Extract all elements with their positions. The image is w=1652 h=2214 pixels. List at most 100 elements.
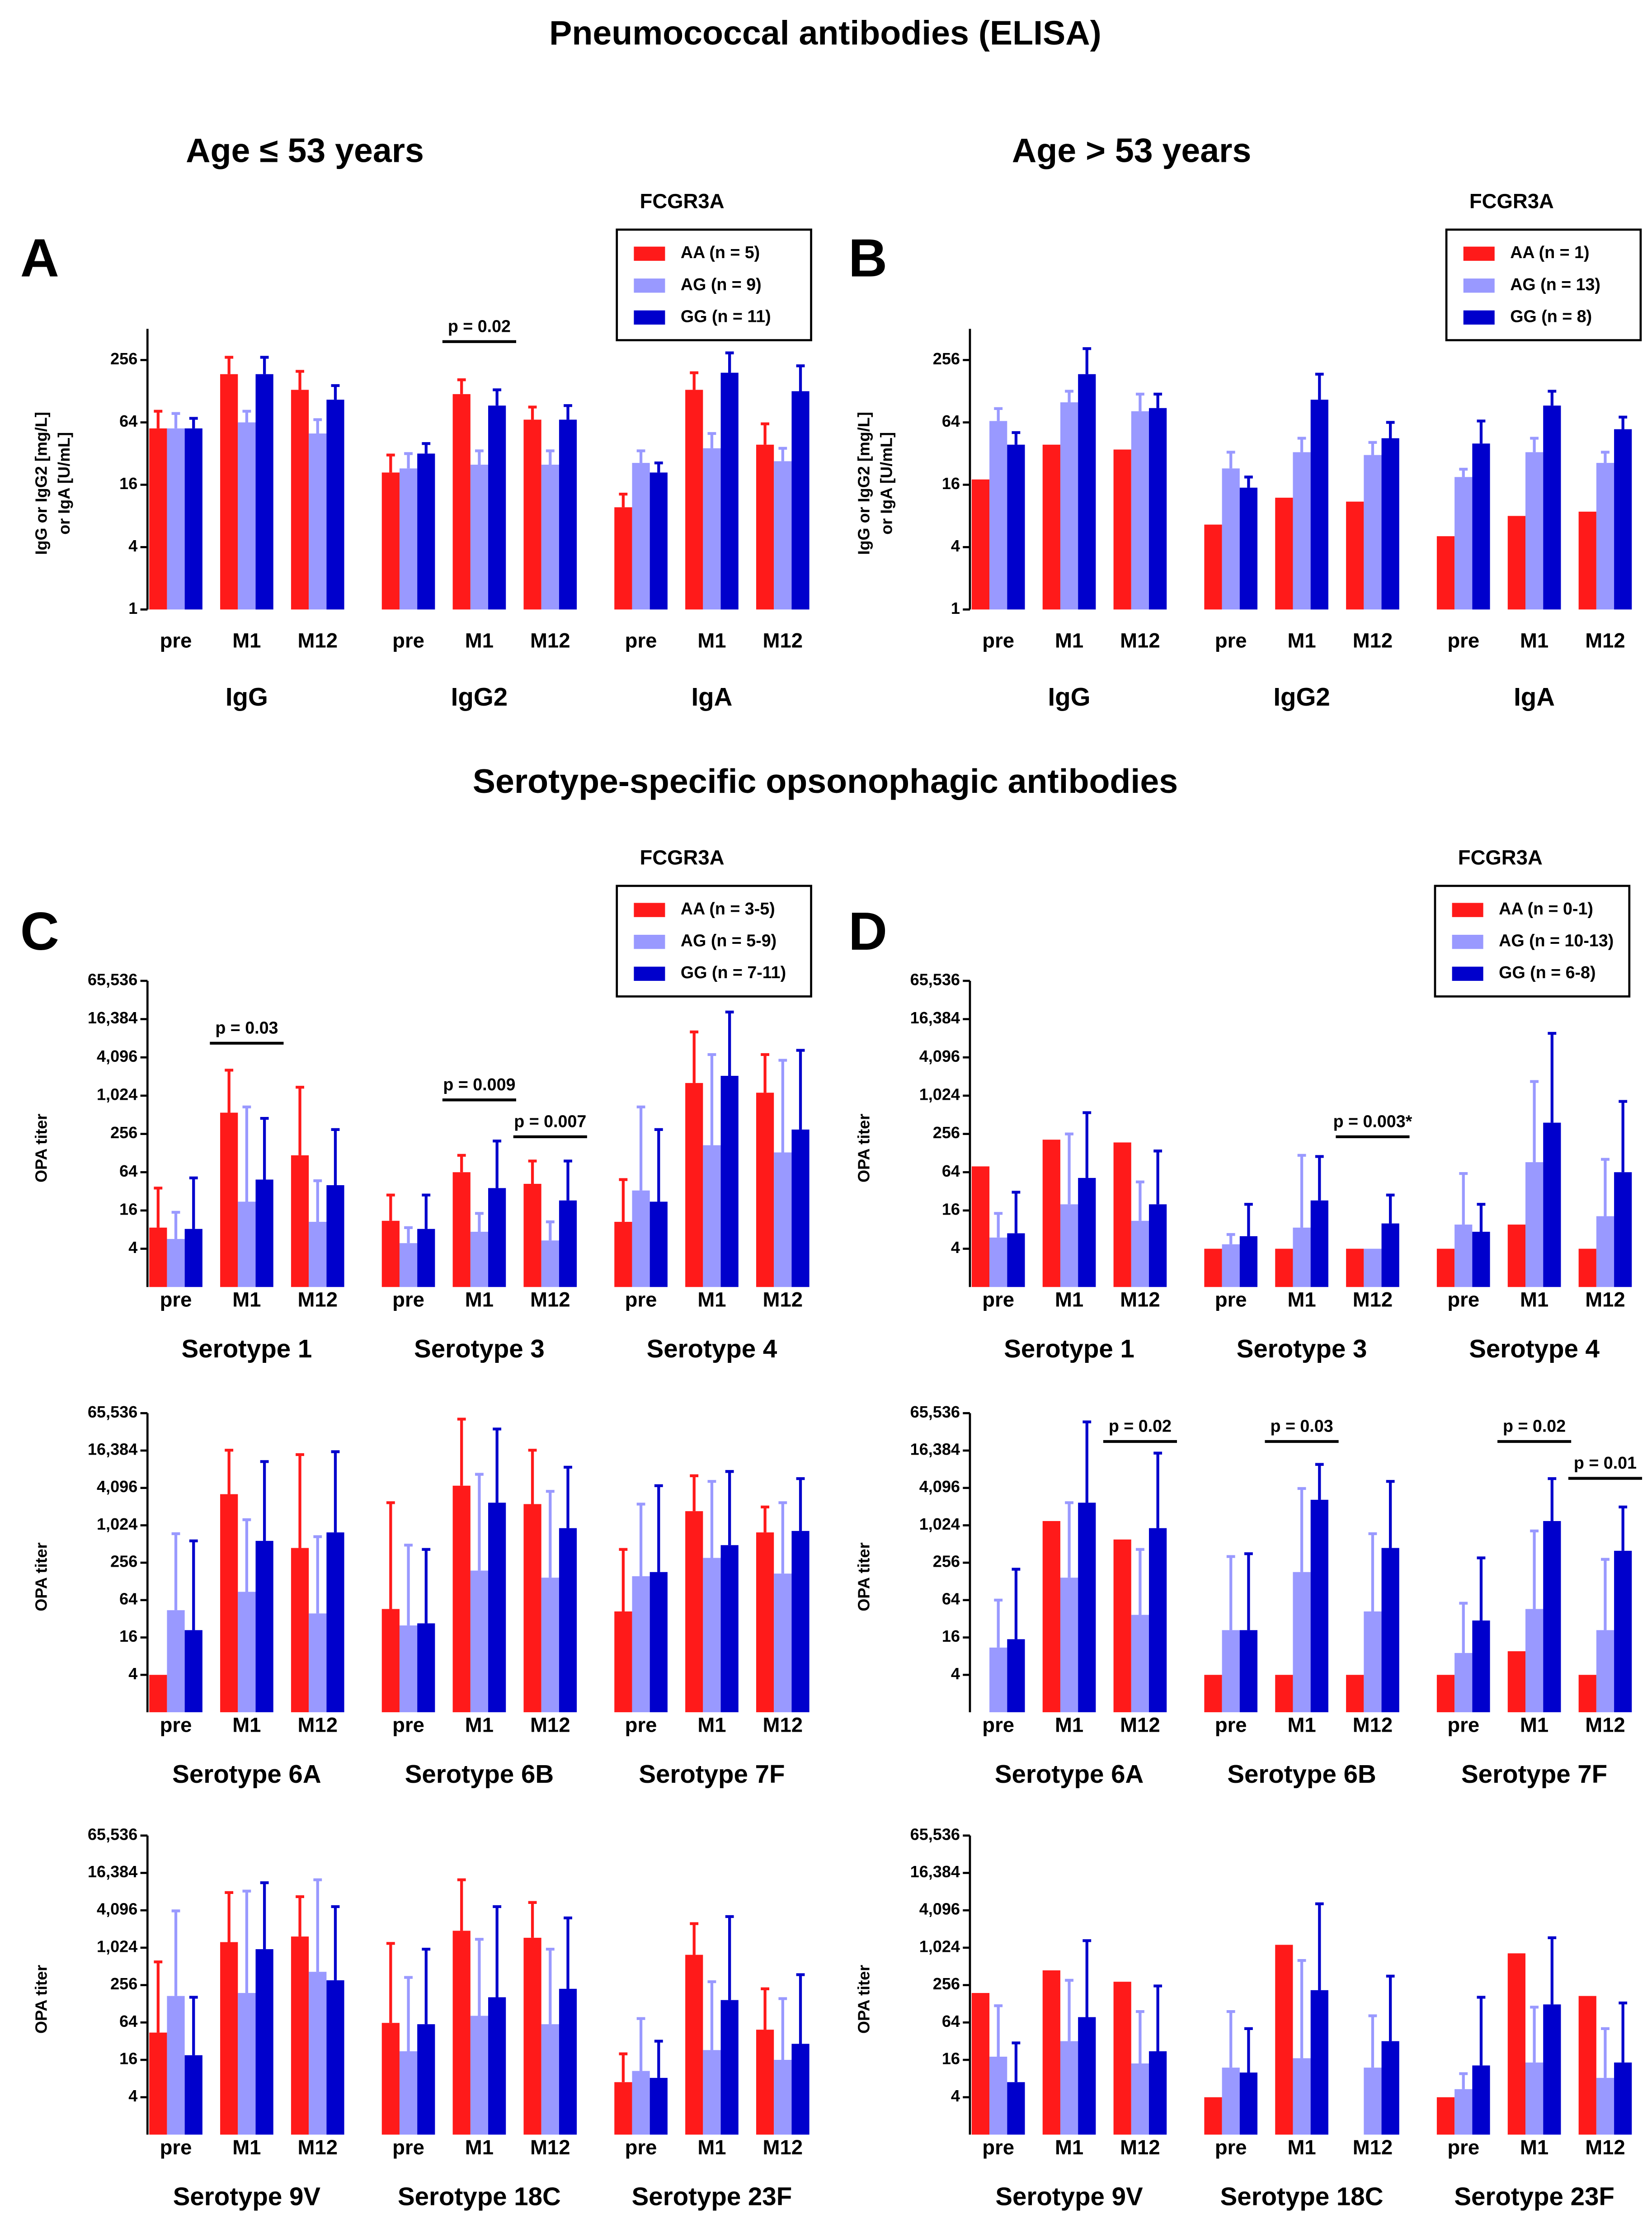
bar [720, 1545, 739, 1712]
group-label: IgA [1514, 683, 1555, 711]
bar [1275, 1945, 1293, 2135]
bar [149, 1675, 167, 1712]
bar [1543, 2004, 1561, 2135]
x-tick-label: M1 [1520, 1713, 1548, 1736]
bar [452, 394, 471, 610]
bar [685, 1083, 703, 1287]
bar [1007, 1233, 1025, 1287]
x-tick-label: M1 [232, 629, 261, 652]
bar [632, 1576, 650, 1712]
error-bar [1530, 1080, 1539, 1163]
y-tick-label: 16 [942, 474, 960, 493]
bar [381, 2023, 400, 2135]
error-bar [171, 1211, 180, 1239]
bar [1113, 449, 1131, 610]
bar [1507, 1225, 1525, 1287]
bar [452, 1485, 471, 1712]
error-bar [457, 1878, 466, 1931]
error-bar [1226, 2010, 1235, 2068]
bar [1042, 444, 1060, 610]
bar [1578, 1675, 1596, 1712]
bar [381, 1609, 400, 1712]
x-tick-label: M12 [298, 629, 338, 652]
bar [791, 391, 810, 610]
y-tick-label: 64 [119, 412, 137, 430]
bar [1596, 1216, 1614, 1287]
bar [255, 1179, 273, 1287]
y-tick-label: 65,536 [910, 1403, 960, 1421]
bar [326, 400, 344, 610]
error-bar [546, 1490, 555, 1578]
bar [1060, 402, 1078, 610]
error-bar [564, 1916, 572, 1989]
error-bar [242, 1889, 251, 1993]
bar [1275, 498, 1293, 610]
error-bar [260, 356, 269, 374]
bar [720, 372, 739, 610]
bar [989, 2056, 1007, 2135]
bar [632, 1190, 650, 1287]
error-bar [778, 1997, 787, 2060]
error-bar [1136, 392, 1144, 411]
error-bar [1601, 2027, 1610, 2078]
bar [1204, 524, 1222, 610]
error-bar [386, 1942, 395, 2023]
bar [541, 2024, 559, 2135]
group-label: Serotype 7F [639, 1760, 785, 1788]
error-bar [707, 1980, 716, 2050]
error-bar [1548, 1477, 1557, 1521]
bar [1310, 1499, 1328, 1712]
error-bar [457, 378, 466, 394]
error-bar [778, 1059, 787, 1153]
y-tick-label: 256 [933, 1974, 960, 1993]
x-tick-label: M12 [1585, 1713, 1625, 1736]
x-tick-label: M1 [465, 2136, 494, 2159]
error-bar [636, 1105, 645, 1191]
error-bar [778, 447, 787, 462]
bar [488, 1188, 506, 1287]
error-bar [1226, 1555, 1235, 1630]
error-bar [1297, 1154, 1306, 1228]
error-bar [1012, 1568, 1021, 1639]
y-axis-label: IgG or IgG2 [mg/L] [32, 412, 51, 555]
y-tick-label: 1,024 [919, 1085, 960, 1103]
x-tick-label: M12 [1120, 1288, 1160, 1311]
bar [1346, 1675, 1364, 1712]
bar [1007, 2082, 1025, 2135]
bar [220, 1494, 238, 1712]
section-title: Serotype-specific opsonophagic antibodie… [473, 762, 1178, 800]
x-tick-label: M12 [1585, 2136, 1625, 2159]
error-bar [493, 1905, 502, 1997]
bar [309, 1613, 327, 1712]
x-tick-label: M1 [232, 1288, 261, 1311]
bar [1543, 405, 1561, 610]
group-label: IgG2 [1273, 683, 1330, 711]
legend-swatch [1463, 246, 1495, 261]
x-tick-label: M1 [1055, 629, 1083, 652]
y-tick-label: 1,024 [919, 1937, 960, 1955]
error-bar [761, 1505, 770, 1533]
error-bar [475, 1473, 484, 1571]
legend-label: AG (n = 13) [1510, 275, 1600, 294]
bar [541, 1240, 559, 1287]
error-bar [225, 1891, 234, 1942]
error-bar [1244, 2027, 1253, 2073]
error-bar [296, 1453, 304, 1548]
bar [291, 1936, 309, 2135]
x-tick-label: pre [982, 629, 1014, 652]
legend-label: AA (n = 0-1) [1499, 899, 1593, 918]
error-bar [225, 356, 234, 374]
bar [238, 1201, 256, 1287]
error-bar [707, 432, 716, 448]
error-bar [546, 1220, 555, 1241]
bar [1507, 516, 1525, 610]
bar [720, 2000, 739, 2135]
bar [971, 1166, 990, 1287]
y-tick-label: 4 [128, 537, 137, 555]
bar [488, 1503, 506, 1712]
bar [1364, 1248, 1382, 1287]
bar [309, 433, 327, 610]
x-tick-label: M12 [1585, 629, 1625, 652]
error-bar [1012, 431, 1021, 445]
bar [756, 1532, 774, 1712]
